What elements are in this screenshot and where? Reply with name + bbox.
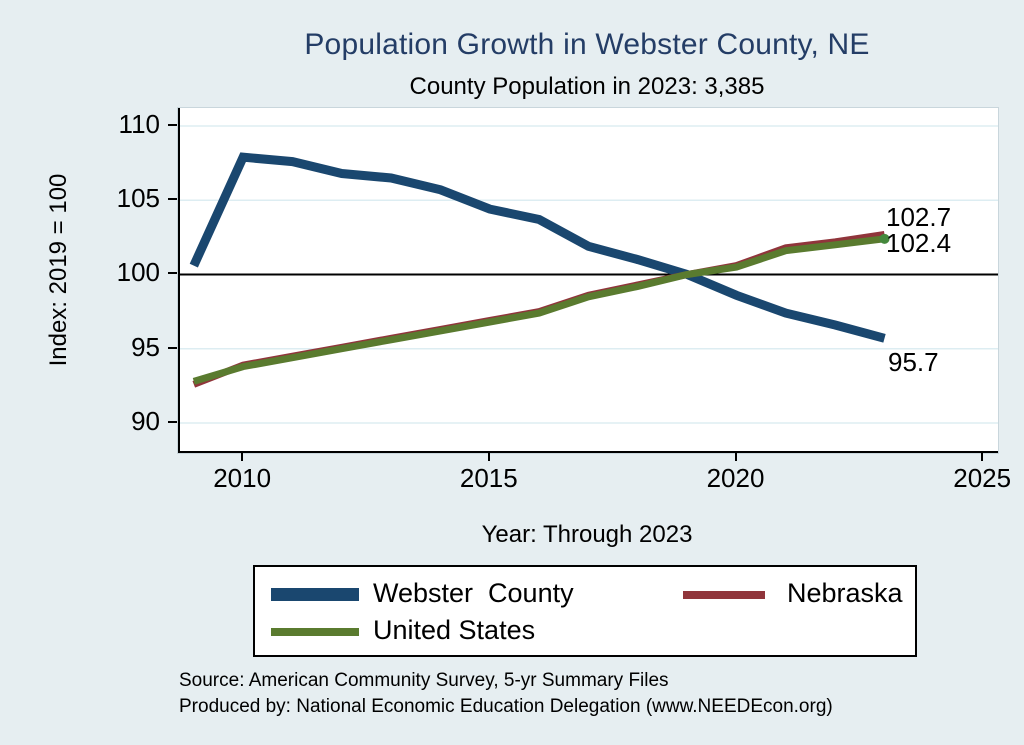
x-axis-title: Year: Through 2023 xyxy=(481,521,693,548)
x-tick-label-2010: 2010 xyxy=(213,463,272,493)
legend-label-united-states: United States xyxy=(373,615,536,645)
y-tick-mark-110 xyxy=(168,123,177,126)
x-tick-mark-2020 xyxy=(734,452,737,461)
x-tick-label-2020: 2020 xyxy=(706,463,765,493)
y-tick-label-100: 100 xyxy=(116,257,160,288)
y-tick-mark-90 xyxy=(168,421,177,423)
x-tick-label-2015: 2015 xyxy=(459,463,518,493)
x-tick-mark-2025 xyxy=(981,452,984,461)
y-tick-label-90: 90 xyxy=(131,406,160,436)
chart-subtitle: County Population in 2023: 3,385 xyxy=(409,73,765,100)
chart-title: Population Growth in Webster County, NE xyxy=(304,28,870,61)
legend-label-webster-county: Webster County xyxy=(373,578,574,608)
y-tick-mark-100 xyxy=(168,272,177,275)
plot-lines-svg xyxy=(178,108,998,453)
end-label-united-states: 102.4 xyxy=(886,228,952,258)
end-label-webster-county: 95.7 xyxy=(888,347,939,377)
y-tick-mark-95 xyxy=(168,346,177,349)
y-tick-mark-105 xyxy=(168,198,177,201)
legend-swatch-webster-county xyxy=(271,588,359,601)
series-line-united-states xyxy=(192,235,885,385)
legend: Webster County Nebraska United States xyxy=(253,565,917,657)
plot-area xyxy=(177,107,999,454)
source-note: Source: American Community Survey, 5-yr … xyxy=(179,668,833,720)
x-tick-mark-2015 xyxy=(487,452,490,461)
source-line: Source: American Community Survey, 5-yr … xyxy=(179,670,669,691)
y-axis-title: Index: 2019 = 100 xyxy=(45,173,72,367)
y-tick-label-95: 95 xyxy=(131,331,160,362)
x-tick-mark-2010 xyxy=(241,452,244,461)
y-tick-label-105: 105 xyxy=(116,183,160,214)
legend-swatch-united-states xyxy=(271,628,359,636)
series-line-webster-county xyxy=(189,152,886,343)
legend-label-nebraska: Nebraska xyxy=(787,578,903,608)
y-tick-label-110: 110 xyxy=(118,108,160,139)
produced-by-line: Produced by: National Economic Education… xyxy=(179,696,833,717)
series-end-marker-united-states xyxy=(879,233,890,244)
legend-swatch-nebraska xyxy=(683,591,765,599)
x-tick-label-2025: 2025 xyxy=(953,463,1012,493)
end-label-nebraska: 102.7 xyxy=(886,202,952,232)
